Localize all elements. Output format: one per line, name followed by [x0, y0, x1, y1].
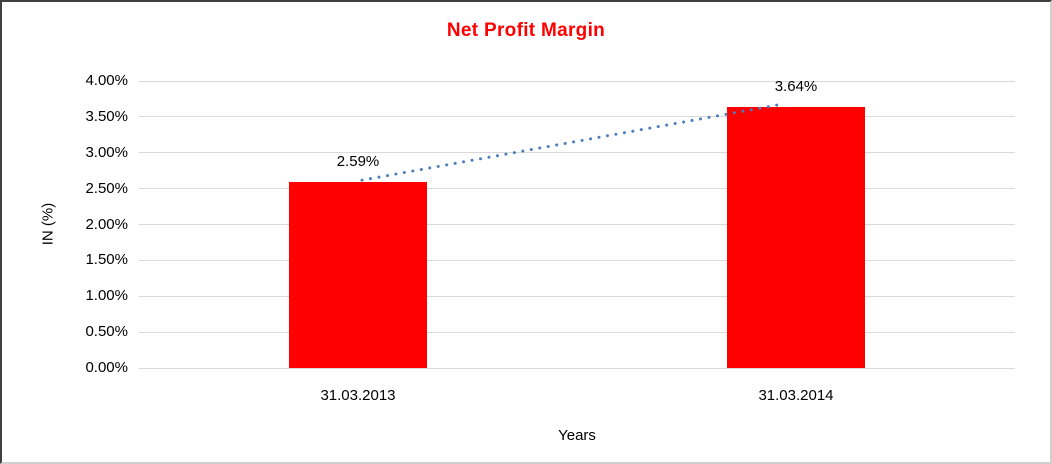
chart-title: Net Profit Margin	[446, 20, 606, 41]
gridline	[139, 152, 1015, 154]
y-tick-label: 0.00%	[85, 359, 128, 376]
bar-31.03.2013	[289, 182, 427, 368]
gridline	[139, 295, 1015, 297]
bar-31.03.2014	[727, 106, 865, 368]
gridline	[139, 224, 1015, 225]
y-tick-label: 1.00%	[85, 287, 128, 305]
gridline	[139, 116, 1015, 118]
y-tick-label: 2.00%	[85, 215, 128, 233]
gridline	[139, 188, 1015, 190]
y-tick-label: 4.00%	[85, 72, 128, 89]
bar-data-label: 2.59%	[336, 153, 380, 171]
y-tick-label: 2.50%	[85, 179, 128, 197]
bar-data-label: 3.64%	[774, 77, 818, 95]
y-tick-label: 0.50%	[85, 323, 128, 341]
y-tick-label: 1.50%	[85, 251, 128, 269]
y-tick-label: 3.50%	[85, 107, 128, 125]
y-tick-label: 3.00%	[85, 143, 128, 161]
x-axis-title: Years	[558, 427, 596, 444]
x-tick-label: 31.03.2014	[758, 387, 834, 404]
x-tick-label: 31.03.2013	[320, 387, 396, 404]
plot-area	[139, 80, 1015, 369]
gridline	[139, 331, 1015, 333]
gridline	[139, 367, 1015, 369]
gridline	[139, 80, 1015, 82]
gridline	[139, 259, 1015, 261]
